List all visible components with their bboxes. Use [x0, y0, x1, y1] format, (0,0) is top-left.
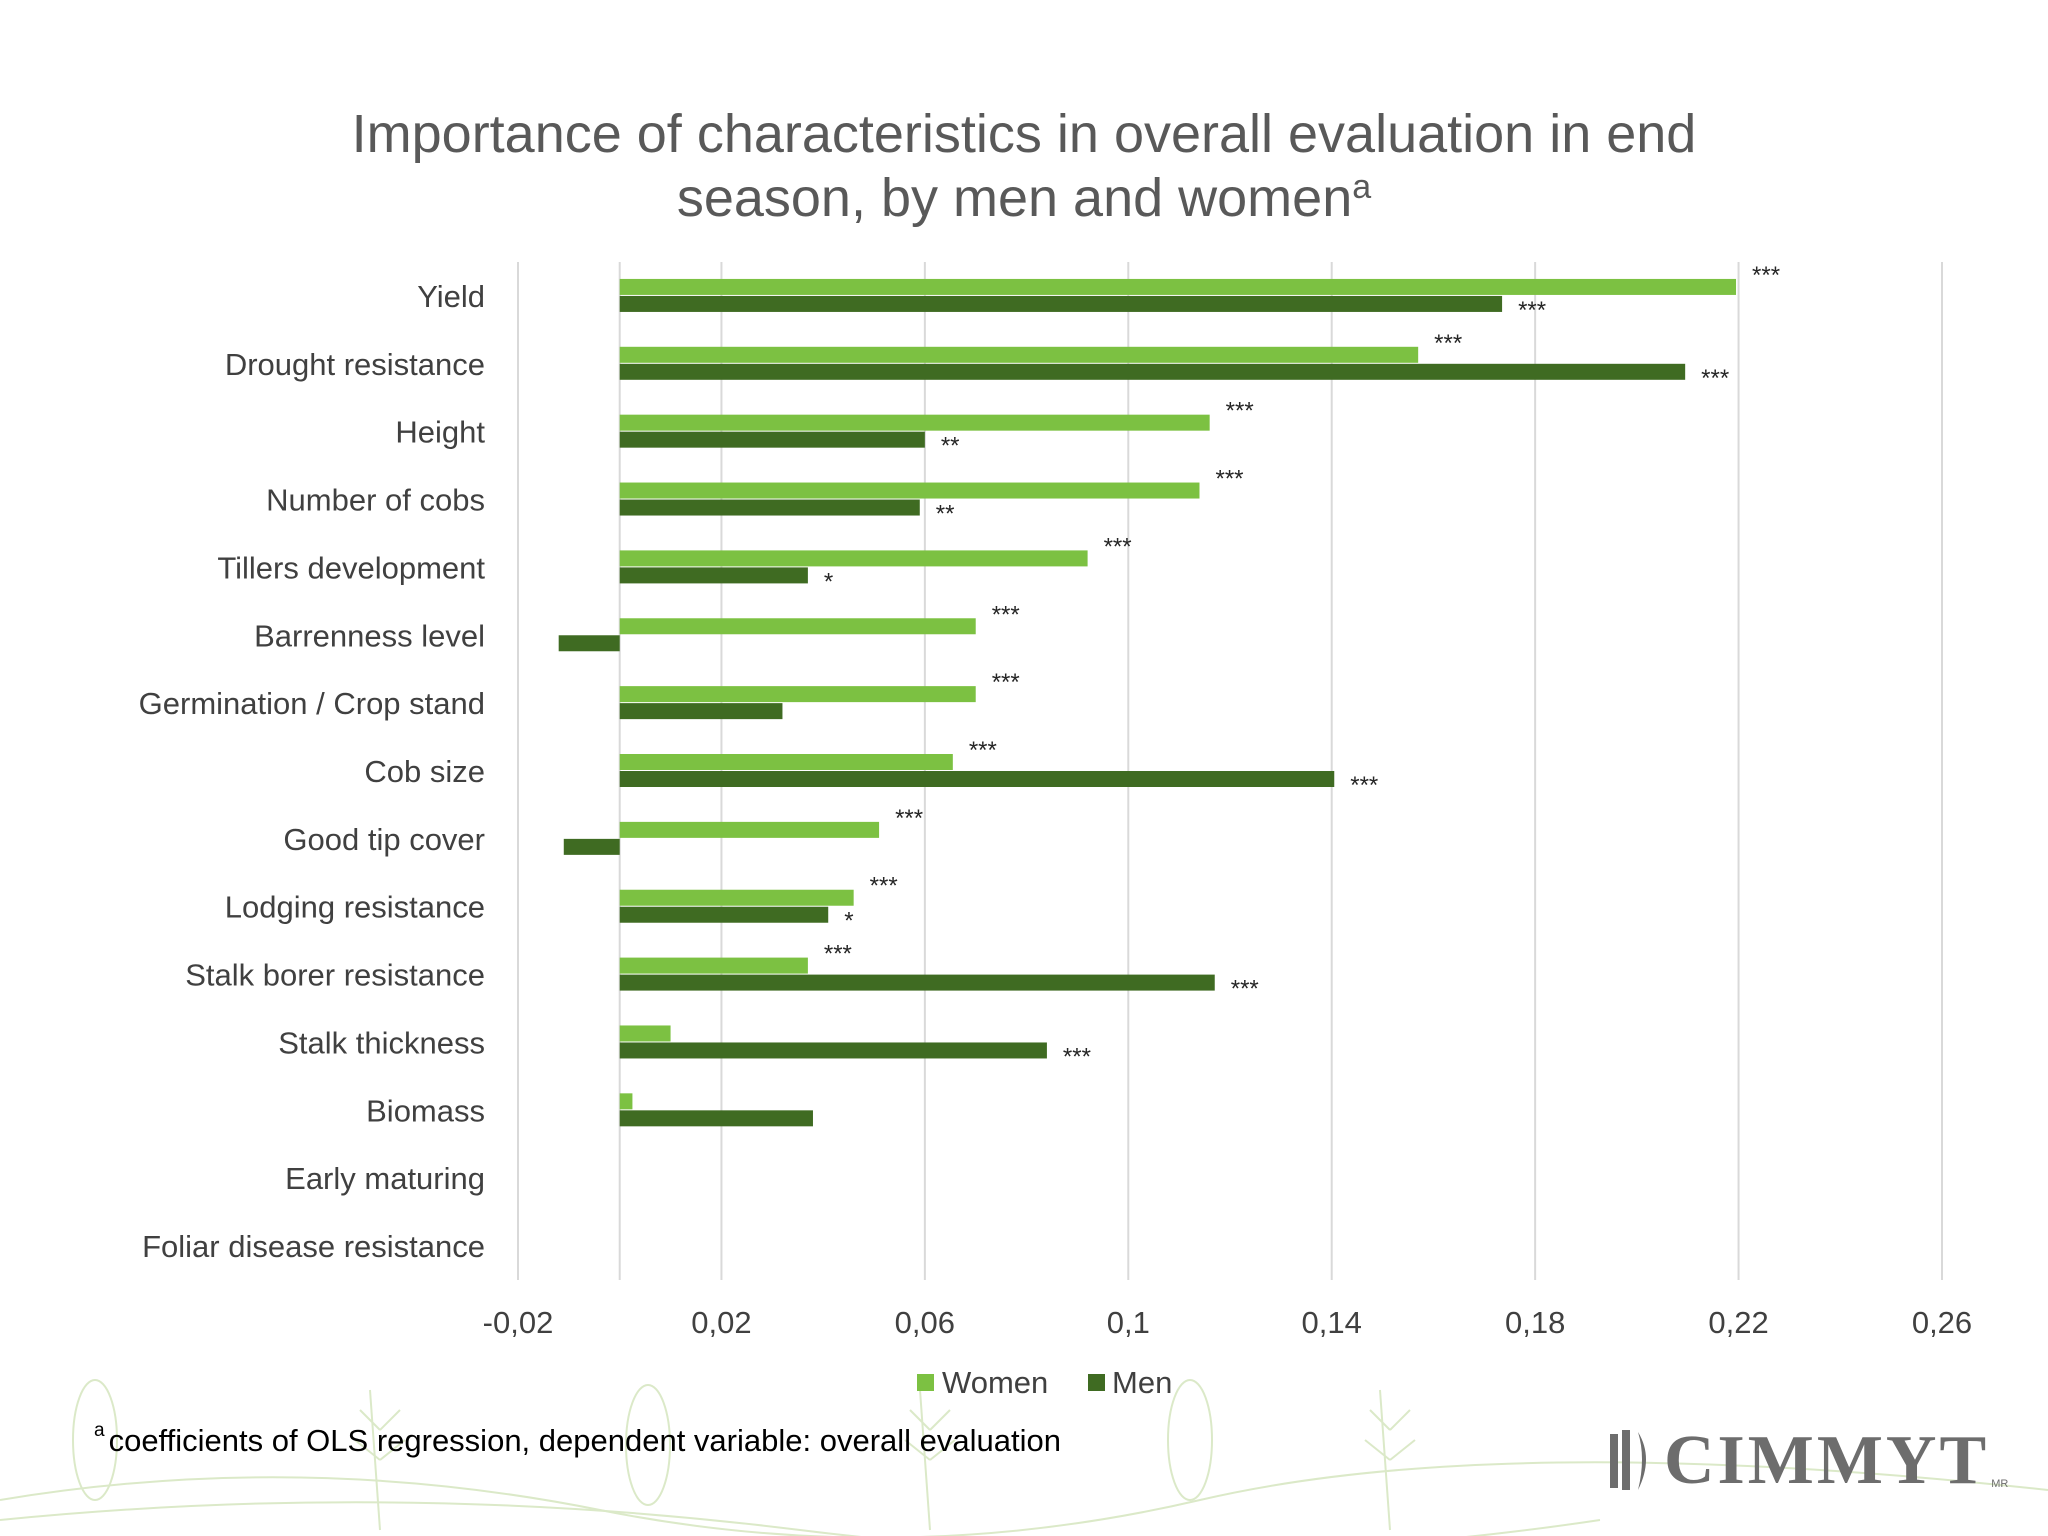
wheat-logo-icon — [1610, 1430, 1646, 1490]
bar-women — [619, 957, 808, 974]
bar-men — [619, 567, 808, 584]
bar-women — [619, 686, 976, 703]
category-label: Biomass — [366, 1093, 485, 1128]
bar-men — [619, 363, 1686, 380]
logo-mark-text: MR — [1991, 1478, 2009, 1490]
x-axis-ticks: -0,02 0,02 0,06 0,1 0,14 0,18 0,22 0,26 — [483, 1305, 1973, 1340]
significance-men: *** — [1231, 976, 1259, 1003]
bar-men — [563, 838, 620, 855]
bar-men — [619, 295, 1503, 312]
category-label: Yield — [417, 279, 485, 314]
legend: Women Men — [917, 1365, 1172, 1400]
category-label: Germination / Crop stand — [139, 686, 485, 721]
significance-men: *** — [1063, 1043, 1091, 1070]
category-label: Cob size — [364, 754, 485, 789]
bar-chart: Importance of characteristics in overall… — [139, 104, 1973, 1400]
legend-label-men: Men — [1112, 1365, 1172, 1400]
significance-labels: ****************************************… — [824, 262, 1780, 1071]
bar-men — [619, 1110, 813, 1127]
bar-women — [619, 618, 976, 635]
footnote-marker: a — [94, 1419, 105, 1441]
significance-women: *** — [870, 873, 898, 900]
x-tick-label: 0,06 — [895, 1305, 955, 1340]
footnote: a coefficients of OLS regression, depende… — [94, 1419, 1061, 1459]
bar-women — [619, 889, 854, 906]
significance-women: *** — [1434, 330, 1462, 357]
logo-text: CIMMYT — [1664, 1422, 1990, 1499]
bar-men — [619, 703, 783, 720]
category-label: Stalk borer resistance — [185, 958, 485, 993]
bar-men — [619, 431, 925, 448]
legend-label-women: Women — [942, 1365, 1048, 1400]
bar-women — [619, 550, 1088, 567]
significance-women: *** — [824, 941, 852, 968]
chart-title-line-1: Importance of characteristics in overall… — [352, 104, 1697, 164]
significance-women: *** — [992, 601, 1020, 628]
significance-women: *** — [1752, 262, 1780, 289]
significance-women: *** — [1104, 533, 1132, 560]
x-tick-label: 0,02 — [691, 1305, 751, 1340]
bar-women — [619, 414, 1210, 431]
category-label: Number of cobs — [266, 483, 485, 518]
significance-men: *** — [1518, 297, 1546, 324]
significance-men: ** — [941, 433, 960, 460]
category-label: Foliar disease resistance — [142, 1229, 485, 1264]
footnote-text: coefficients of OLS regression, dependen… — [108, 1423, 1061, 1458]
bar-men — [619, 771, 1335, 787]
x-tick-label: 0,22 — [1708, 1305, 1768, 1340]
bar-women — [619, 346, 1419, 363]
category-label: Height — [395, 415, 485, 450]
significance-men: * — [844, 908, 853, 935]
bar-men — [619, 906, 829, 923]
significance-men: *** — [1350, 772, 1378, 799]
bar-women — [619, 1093, 633, 1110]
significance-women: *** — [1226, 398, 1254, 425]
significance-women: *** — [895, 805, 923, 832]
significance-men: ** — [936, 501, 955, 528]
bar-women — [619, 754, 953, 770]
bar-women — [619, 1025, 671, 1042]
bar-men — [558, 635, 620, 652]
category-labels: Yield Drought resistance Height Number of c… — [139, 279, 486, 1264]
bar-men — [619, 1042, 1047, 1059]
significance-women: *** — [992, 669, 1020, 696]
legend-swatch-men — [1088, 1374, 1105, 1391]
significance-men: * — [824, 568, 833, 595]
bar-men — [619, 974, 1215, 991]
bars — [558, 278, 1737, 1127]
wheat-maize-decoration — [0, 1379, 2048, 1536]
cimmyt-logo: CIMMYT MR — [1608, 1422, 2009, 1499]
significance-men: *** — [1701, 365, 1729, 392]
category-label: Drought resistance — [225, 347, 485, 382]
bar-women — [619, 482, 1200, 499]
x-tick-label: 0,1 — [1107, 1305, 1150, 1340]
bar-women — [619, 821, 880, 838]
x-tick-label: -0,02 — [483, 1305, 554, 1340]
significance-women: *** — [1215, 466, 1243, 493]
category-label: Lodging resistance — [225, 890, 485, 925]
title-superscript: a — [1352, 168, 1371, 206]
x-tick-label: 0,26 — [1912, 1305, 1972, 1340]
significance-women: *** — [969, 737, 997, 764]
category-label: Barrenness level — [254, 618, 485, 653]
legend-swatch-women — [917, 1374, 934, 1391]
category-label: Early maturing — [285, 1161, 485, 1196]
x-tick-label: 0,14 — [1302, 1305, 1362, 1340]
category-label: Good tip cover — [283, 822, 485, 857]
bar-women — [619, 278, 1737, 295]
category-label: Stalk thickness — [278, 1025, 485, 1060]
bar-men — [619, 499, 920, 516]
category-label: Tillers development — [217, 550, 485, 585]
x-tick-label: 0,18 — [1505, 1305, 1565, 1340]
chart-title-line-2: season, by men and womena — [677, 168, 1371, 228]
